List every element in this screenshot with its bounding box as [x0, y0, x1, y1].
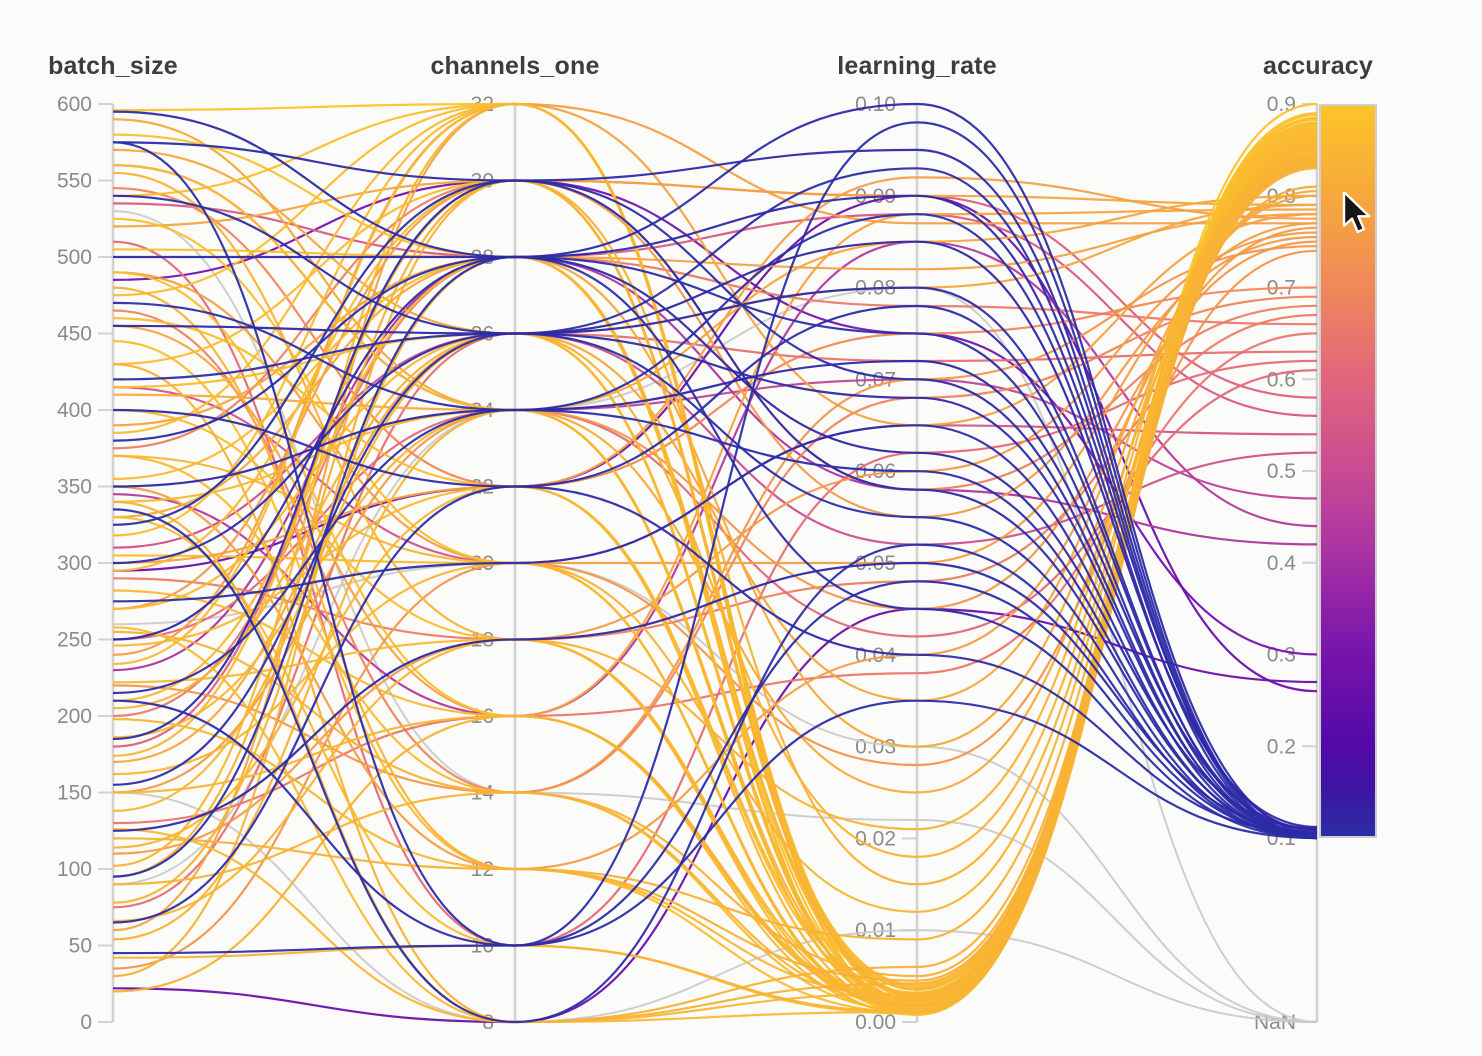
axis-title-learning-rate: learning_rate	[837, 52, 997, 80]
run-line[interactable]	[112, 158, 1318, 858]
run-line[interactable]	[112, 161, 1318, 1007]
run-line[interactable]	[112, 102, 1318, 932]
tick-label: 100	[57, 858, 92, 881]
run-line[interactable]	[112, 485, 1318, 924]
run-line[interactable]	[112, 179, 1318, 840]
tick-label: 0.5	[1267, 460, 1296, 483]
run-line[interactable]	[112, 359, 1318, 830]
tick-label: 250	[57, 629, 92, 652]
tick-label: 50	[69, 935, 92, 958]
axis-title-channels-one: channels_one	[430, 52, 600, 80]
tick-label: 0.02	[855, 827, 896, 850]
tick-label: 550	[57, 170, 92, 193]
tick-label: 500	[57, 246, 92, 269]
run-line[interactable]	[112, 699, 1318, 955]
axis-title-accuracy: accuracy	[1262, 52, 1374, 80]
tick-label: 200	[57, 705, 92, 728]
run-line[interactable]	[112, 213, 1318, 427]
tick-label: 400	[57, 399, 92, 422]
run-line[interactable]	[112, 141, 1318, 838]
run-line[interactable]	[112, 332, 1318, 840]
tick-label: 0.10	[855, 93, 896, 116]
run-line[interactable]	[112, 408, 1318, 840]
run-line[interactable]	[112, 102, 1317, 656]
run-line[interactable]	[112, 167, 1318, 840]
run-line[interactable]	[112, 424, 1318, 840]
accuracy-colorbar-legend[interactable]	[1319, 104, 1377, 838]
tick-label: 0.2	[1267, 735, 1296, 758]
tick-label: 0.9	[1267, 93, 1296, 116]
run-line[interactable]	[112, 231, 1318, 855]
axis-title-batch-size: batch_size	[48, 52, 178, 80]
run-line[interactable]	[112, 508, 1318, 1024]
run-line[interactable]	[112, 121, 1318, 947]
tick-label: 150	[57, 782, 92, 805]
run-line[interactable]	[112, 255, 1318, 878]
run-line[interactable]	[112, 148, 1318, 702]
run-line[interactable]	[112, 222, 1318, 565]
run-line[interactable]	[112, 580, 1318, 947]
tick-label: 0.4	[1267, 552, 1297, 575]
nan-tick-label: NaN	[1254, 1011, 1296, 1034]
tick-label: 300	[57, 552, 92, 575]
run-line[interactable]	[112, 159, 1318, 941]
run-line[interactable]	[112, 153, 1318, 913]
tick-label: 450	[57, 323, 92, 346]
run-line[interactable]	[112, 213, 1318, 840]
tick-label: 0.00	[855, 1011, 896, 1034]
run-line[interactable]	[112, 240, 1318, 794]
run-line[interactable]	[112, 255, 1318, 830]
run-line[interactable]	[112, 304, 1318, 835]
tick-label: 600	[57, 93, 92, 116]
run-line[interactable]	[112, 202, 1318, 417]
run-line[interactable]	[112, 179, 1318, 837]
tick-label: 0	[80, 1011, 92, 1034]
run-line[interactable]	[112, 332, 1318, 909]
run-line[interactable]	[112, 165, 1318, 1024]
run-line[interactable]	[112, 179, 1318, 610]
run-line[interactable]	[112, 240, 1318, 829]
run-line[interactable]	[112, 194, 1318, 832]
run-line[interactable]	[112, 791, 1318, 1024]
run-line[interactable]	[112, 561, 1318, 833]
tick-label: 350	[57, 476, 92, 499]
run-line[interactable]	[112, 156, 1318, 831]
run-line[interactable]	[112, 210, 1318, 1023]
run-line[interactable]	[112, 102, 1318, 835]
